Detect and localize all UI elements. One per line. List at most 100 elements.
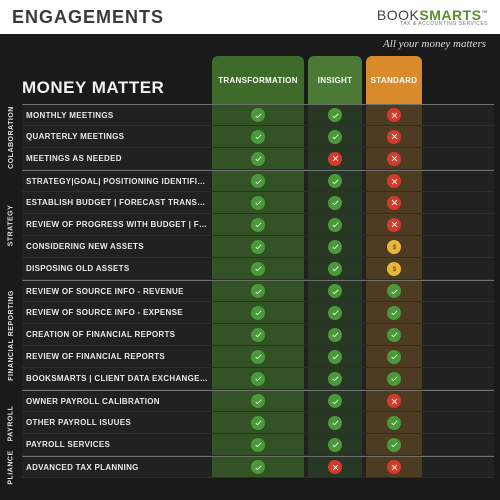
cell <box>212 457 304 477</box>
check-icon <box>387 438 401 452</box>
table-row: REVIEW OF SOURCE INFO - EXPENSE <box>22 302 494 324</box>
check-icon <box>251 196 265 210</box>
check-icon <box>387 372 401 386</box>
table-row: STRATEGY|GOAL| POSITIONING IDENTIFICATIO… <box>22 170 494 192</box>
table-row: REVIEW OF SOURCE INFO - REVENUE <box>22 280 494 302</box>
table-row: MONTHLY MEETINGS <box>22 104 494 126</box>
check-icon <box>328 262 342 276</box>
row-label: REVIEW OF PROGRESS WITH BUDGET | FORECAS… <box>22 220 208 229</box>
cell <box>212 434 304 455</box>
cell <box>308 214 362 235</box>
cell <box>366 258 422 279</box>
column-headers: MONEY MATTER TRANSFORMATIONINSIGHTSTANDA… <box>22 56 494 104</box>
dollar-icon <box>387 240 401 254</box>
table-row: OWNER PAYROLL CALIBRATION <box>22 390 494 412</box>
cell <box>308 171 362 191</box>
check-icon <box>328 438 342 452</box>
tier-header-transformation: TRANSFORMATION <box>212 56 304 104</box>
table-row: CREATION OF FINANCIAL REPORTS <box>22 324 494 346</box>
table-row: ADVANCED TAX PLANNING <box>22 456 494 478</box>
table-heading: MONEY MATTER <box>22 78 164 98</box>
check-icon <box>387 306 401 320</box>
section-label: STRATEGY <box>4 170 18 280</box>
table-row: MEETINGS AS NEEDED <box>22 148 494 170</box>
cell <box>212 192 304 213</box>
cell <box>308 192 362 213</box>
cell <box>308 236 362 257</box>
table-body: MONTHLY MEETINGS QUARTERLY MEETINGSMEETIN… <box>22 104 494 478</box>
row-label: CREATION OF FINANCIAL REPORTS <box>22 330 208 339</box>
row-label: OTHER PAYROLL ISUUES <box>22 418 208 427</box>
row-label: ESTABLISH BUDGET | FORECAST TRANSFORMATI… <box>22 198 208 207</box>
check-icon <box>328 350 342 364</box>
cell <box>366 192 422 213</box>
check-icon <box>251 328 265 342</box>
cross-icon <box>328 460 342 474</box>
check-icon <box>251 394 265 408</box>
check-icon <box>328 108 342 122</box>
cell <box>366 391 422 411</box>
row-label: MONTHLY MEETINGS <box>22 111 208 120</box>
cell <box>366 214 422 235</box>
cell <box>212 412 304 433</box>
table-row: PAYROLL SERVICES <box>22 434 494 456</box>
cell <box>308 148 362 169</box>
cell <box>366 126 422 147</box>
cross-icon <box>387 460 401 474</box>
row-label: PAYROLL SERVICES <box>22 440 208 449</box>
cell <box>366 236 422 257</box>
brand-tagline: All your money matters <box>0 34 500 56</box>
table-row: QUARTERLY MEETINGS <box>22 126 494 148</box>
check-icon <box>328 130 342 144</box>
cell <box>308 324 362 345</box>
cell <box>212 391 304 411</box>
check-icon <box>251 284 265 298</box>
table-row: REVIEW OF PROGRESS WITH BUDGET | FORECAS… <box>22 214 494 236</box>
check-icon <box>387 416 401 430</box>
cell <box>212 258 304 279</box>
check-icon <box>328 394 342 408</box>
cell <box>308 346 362 367</box>
cross-icon <box>387 130 401 144</box>
cell <box>308 457 362 477</box>
row-label: OWNER PAYROLL CALIBRATION <box>22 397 208 406</box>
cell <box>366 368 422 389</box>
row-label: REVIEW OF SOURCE INFO - REVENUE <box>22 287 208 296</box>
cross-icon <box>387 108 401 122</box>
check-icon <box>328 240 342 254</box>
cell <box>212 368 304 389</box>
cell <box>308 412 362 433</box>
check-icon <box>251 460 265 474</box>
page-title: ENGAGEMENTS <box>12 7 164 28</box>
cell <box>212 236 304 257</box>
cell <box>308 126 362 147</box>
check-icon <box>251 350 265 364</box>
cell <box>308 434 362 455</box>
cross-icon <box>387 218 401 232</box>
check-icon <box>328 284 342 298</box>
cell <box>212 324 304 345</box>
check-icon <box>251 152 265 166</box>
check-icon <box>251 108 265 122</box>
check-icon <box>328 306 342 320</box>
cell <box>366 346 422 367</box>
cell <box>212 302 304 323</box>
cross-icon <box>387 152 401 166</box>
cell <box>308 302 362 323</box>
table-row: REVIEW OF FINANCIAL REPORTS <box>22 346 494 368</box>
cross-icon <box>328 152 342 166</box>
table-row: OTHER PAYROLL ISUUES <box>22 412 494 434</box>
check-icon <box>251 306 265 320</box>
table-row: ESTABLISH BUDGET | FORECAST TRANSFORMATI… <box>22 192 494 214</box>
cell <box>308 281 362 301</box>
check-icon <box>251 372 265 386</box>
check-icon <box>328 174 342 188</box>
row-label: CONSIDERING NEW ASSETS <box>22 242 208 251</box>
check-icon <box>251 240 265 254</box>
cell <box>366 302 422 323</box>
check-icon <box>251 130 265 144</box>
cross-icon <box>387 394 401 408</box>
check-icon <box>328 372 342 386</box>
cell <box>212 214 304 235</box>
cell <box>366 281 422 301</box>
